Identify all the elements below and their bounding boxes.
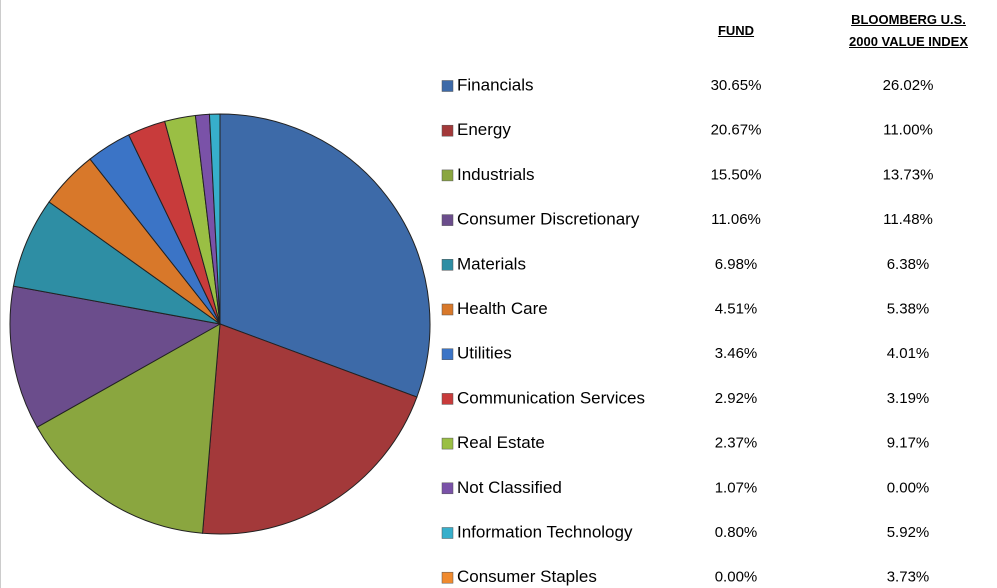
value-label: 20.67% [711, 122, 762, 139]
value-label: 5.38% [887, 300, 930, 317]
legend-label: Energy [457, 120, 511, 139]
value-label: 30.65% [711, 77, 762, 94]
value-label: 11.00% [883, 122, 933, 139]
value-label: 2.92% [715, 390, 758, 407]
value-label: 5.92% [887, 524, 930, 541]
legend-swatch [441, 482, 454, 495]
value-label: 13.73% [883, 166, 934, 183]
legend-label: Consumer Staples [457, 567, 597, 586]
value-label: 15.50% [711, 166, 762, 183]
legend-label: Financials [457, 75, 534, 94]
legend-label: Information Technology [457, 522, 633, 541]
legend-swatch [441, 303, 454, 316]
legend-swatch [441, 124, 454, 137]
value-label: 0.00% [887, 479, 930, 496]
legend-swatch [441, 348, 454, 360]
pie-slice [9, 285, 222, 428]
legend-label: Consumer Discretionary [457, 210, 640, 229]
value-label: 11.06% [711, 211, 761, 228]
pie-slice [201, 323, 418, 535]
value-label: 0.00% [715, 569, 758, 586]
legend-label: Communication Services [457, 388, 645, 407]
value-label: 4.51% [715, 300, 758, 317]
legend-label: Health Care [457, 299, 548, 318]
value-label: 1.07% [715, 479, 758, 496]
value-label: 3.73% [887, 569, 930, 586]
value-label: 0.80% [715, 524, 758, 541]
legend-swatch [441, 393, 454, 405]
value-label: 2.37% [715, 435, 758, 452]
legend-label: Materials [457, 254, 526, 273]
legend-label: Real Estate [457, 433, 545, 452]
pie-slice [36, 323, 221, 534]
value-label: 3.19% [887, 390, 930, 407]
column-header: BLOOMBERG U.S. 2000 VALUE INDEX [849, 12, 968, 49]
legend-swatch [441, 214, 454, 226]
value-label: 3.46% [715, 345, 758, 362]
value-label: 9.17% [887, 435, 930, 452]
legend-label: Utilities [457, 344, 512, 363]
column-header: FUND [717, 23, 755, 38]
legend-swatch [441, 437, 454, 450]
value-label: 11.48% [883, 211, 933, 228]
pie-slice [219, 113, 431, 398]
legend-swatch [441, 571, 454, 584]
value-label: 26.02% [883, 77, 934, 94]
legend-swatch [441, 80, 454, 92]
legend-label: Industrials [457, 165, 534, 184]
pie-slice [208, 113, 221, 325]
value-label: 6.38% [887, 256, 930, 273]
legend-swatch [441, 259, 454, 271]
legend-swatch [441, 169, 454, 182]
value-label: 4.01% [887, 345, 930, 362]
value-label: 6.98% [715, 256, 758, 273]
legend-swatch [441, 527, 454, 539]
legend-label: Not Classified [457, 478, 562, 497]
